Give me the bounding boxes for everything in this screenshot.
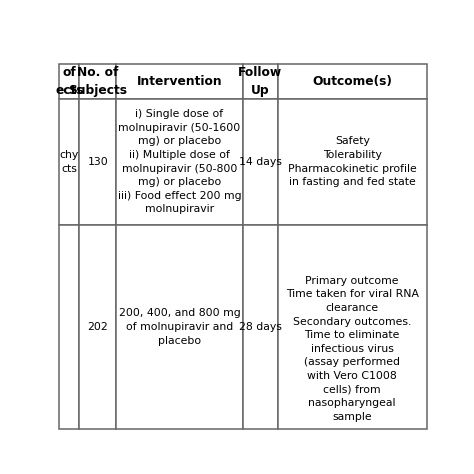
Bar <box>80 99 116 225</box>
Bar <box>278 99 427 225</box>
Bar <box>59 64 80 99</box>
Bar <box>80 225 116 429</box>
Text: Intervention: Intervention <box>137 75 222 88</box>
Bar <box>243 64 278 99</box>
Bar <box>116 99 243 225</box>
Text: 14 days: 14 days <box>239 157 282 167</box>
Text: 202: 202 <box>87 322 108 332</box>
Bar <box>59 99 80 225</box>
Bar <box>278 64 427 99</box>
Text: chy
cts: chy cts <box>60 150 79 173</box>
Bar <box>116 64 243 99</box>
Text: of
ects: of ects <box>55 66 84 97</box>
Text: Primary outcome
Time taken for viral RNA
clearance
Secondary outcomes.
Time to e: Primary outcome Time taken for viral RNA… <box>286 276 419 422</box>
Bar <box>80 64 116 99</box>
Text: Outcome(s): Outcome(s) <box>312 75 392 88</box>
Bar <box>278 225 427 429</box>
Text: Follow
Up: Follow Up <box>238 66 283 97</box>
Bar <box>243 225 278 429</box>
Text: No. of
Subjects: No. of Subjects <box>68 66 128 97</box>
Text: Safety
Tolerability
Pharmacokinetic profile
in fasting and fed state: Safety Tolerability Pharmacokinetic prof… <box>288 137 417 187</box>
Text: 200, 400, and 800 mg
of molnupiravir and
placebo: 200, 400, and 800 mg of molnupiravir and… <box>118 309 240 346</box>
Bar <box>116 225 243 429</box>
Text: 28 days: 28 days <box>239 322 282 332</box>
Text: 130: 130 <box>87 157 108 167</box>
Bar <box>243 99 278 225</box>
Bar <box>59 225 80 429</box>
Text: i) Single dose of
molnupiravir (50-1600
mg) or placebo
ii) Multiple dose of
moln: i) Single dose of molnupiravir (50-1600 … <box>118 109 241 214</box>
